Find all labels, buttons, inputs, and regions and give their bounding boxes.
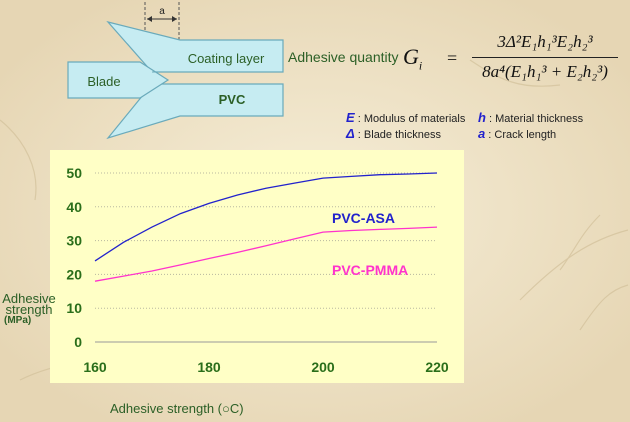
legend-e: E : Modulus of materials	[346, 110, 465, 125]
legend-e-text: : Modulus of materials	[357, 113, 466, 125]
gap-label: a	[159, 6, 165, 17]
legend-h: h : Material thickness	[478, 110, 583, 125]
legend-a: a : Crack length	[478, 126, 556, 141]
series-line-pvc-pmma	[94, 226, 438, 282]
legend-e-symbol: E	[346, 110, 355, 125]
branch-decoration	[0, 59, 629, 381]
legend-h-symbol: h	[478, 110, 486, 125]
legend-h-text: : Material thickness	[489, 113, 584, 125]
legend-a-text: : Crack length	[488, 129, 557, 141]
formula-fraction-bar	[472, 57, 618, 58]
formula-numerator: 3Δ²E₁h₁³E₂h₂³	[497, 32, 593, 51]
legend-a-symbol: a	[478, 126, 486, 141]
formula-subscript: i	[418, 58, 423, 73]
blade-label: Blade	[87, 74, 120, 89]
legend-delta: Δ : Blade thickness	[346, 126, 441, 141]
legend-delta-symbol: Δ	[346, 126, 355, 141]
line-chart: 0 10 20 30 40 50 160 180 200 220 PVC-ASA PVC-PMMA	[66, 165, 449, 375]
adhesion-test-schematic: a Blade Coating layer PVC	[67, 2, 284, 140]
x-axis-label: Adhesive strength (○C)	[110, 401, 244, 416]
y-tick-label-10: 10	[66, 300, 82, 316]
y-tick-label-40: 40	[66, 199, 82, 215]
formula-symbol: Gi	[403, 44, 422, 73]
chart-panel: 0 10 20 30 40 50 160 180 200 220 PVC-ASA PVC-PMMA	[50, 150, 464, 383]
series-label-pvc-asa: PVC-ASA	[332, 210, 395, 226]
blade-shape	[67, 61, 170, 99]
y-tick-label-50: 50	[66, 165, 82, 181]
x-tick-label-180: 180	[197, 359, 221, 375]
pvc-layer-shape	[106, 83, 284, 140]
legend-delta-text: : Blade thickness	[357, 129, 441, 141]
y-axis-label: Adhesive strength (MPa)	[2, 291, 56, 326]
gap-arrow-left	[147, 16, 152, 22]
formula-denominator: 8a⁴(E₁h₁³ + E₂h₂³)	[482, 62, 608, 81]
pvc-label: PVC	[219, 92, 246, 107]
y-axis-label-line-3: (MPa)	[4, 315, 32, 326]
y-axis-label-line-1: Adhesive	[2, 291, 56, 306]
gap-arrow-right	[172, 16, 177, 22]
y-tick-label-30: 30	[66, 233, 82, 249]
series-line-pvc-asa	[94, 172, 438, 262]
y-tick-label-0: 0	[74, 334, 82, 350]
y-tick-label-20: 20	[66, 266, 82, 282]
series-label-pvc-pmma: PVC-PMMA	[332, 262, 408, 278]
formula-lead: Adhesive quantity	[288, 49, 399, 65]
x-tick-label-200: 200	[311, 359, 335, 375]
x-tick-label-160: 160	[83, 359, 107, 375]
y-axis-label-line-2: strength	[5, 302, 53, 317]
x-tick-label-220: 220	[425, 359, 449, 375]
coating-layer-label: Coating layer	[188, 51, 265, 66]
formula-symbol-g: G	[403, 44, 419, 69]
formula-equals: =	[447, 48, 458, 68]
